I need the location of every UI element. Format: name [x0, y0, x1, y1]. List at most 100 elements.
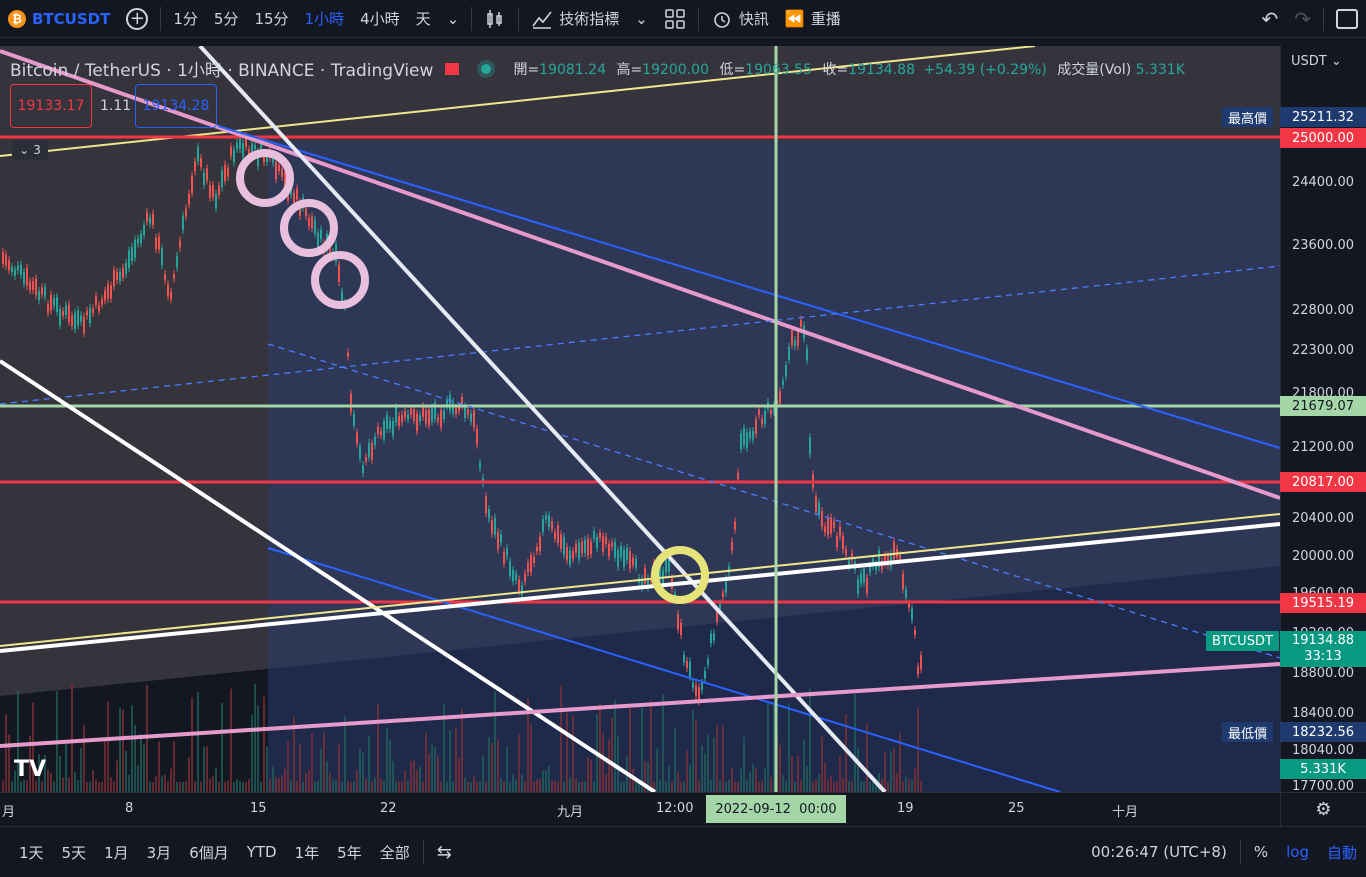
- candle-body: [710, 633, 712, 644]
- range-1d[interactable]: 1天: [19, 843, 44, 862]
- interval-1m[interactable]: 1分: [173, 10, 198, 28]
- volume-bar: [116, 760, 118, 792]
- symbol-title[interactable]: Bitcoin / TetherUS · 1小時 · BINANCE · Tra…: [10, 61, 434, 81]
- range-ytd[interactable]: YTD: [246, 843, 277, 861]
- candle-body: [461, 397, 463, 406]
- indicator-toggle[interactable]: ⌄ 3: [12, 140, 48, 160]
- candle-body: [548, 515, 550, 527]
- redo-button[interactable]: ↷: [1286, 0, 1319, 38]
- fullscreen-button[interactable]: [1328, 0, 1366, 38]
- volume-bar: [611, 717, 613, 792]
- time-tick: 19: [897, 801, 914, 816]
- volume-bar: [83, 724, 85, 792]
- volume-bar: [179, 781, 181, 792]
- price-axis[interactable]: USDT ⌄ 24400.00 23600.00 22800.00 22300.…: [1280, 46, 1366, 794]
- timezone-button[interactable]: 00:26:47 (UTC+8): [1091, 843, 1227, 861]
- interval-1d[interactable]: 天: [415, 10, 431, 28]
- interval-5m[interactable]: 5分: [213, 10, 239, 28]
- candle-body: [575, 543, 577, 553]
- volume-bar: [401, 781, 403, 792]
- axis-settings-button[interactable]: ⚙: [1280, 792, 1366, 826]
- candle-body: [479, 462, 481, 469]
- candle-body: [584, 539, 586, 553]
- layout-button[interactable]: [656, 0, 694, 38]
- blue-dashed-mid: [267, 343, 1280, 659]
- alert-button[interactable]: 快訊: [703, 0, 777, 38]
- volume-bar: [161, 775, 163, 792]
- auto-toggle[interactable]: 自動: [1326, 843, 1357, 862]
- volume-bar: [569, 777, 571, 792]
- chart-canvas[interactable]: TV: [0, 46, 1280, 792]
- volume-bar: [209, 778, 211, 792]
- goto-date-button[interactable]: ⇆: [428, 842, 461, 863]
- volume-bar: [908, 778, 910, 792]
- volume-bar: [305, 772, 307, 792]
- candle-body: [743, 428, 745, 446]
- time-axis[interactable]: 月 8 15 22 九月 12:00 2022-09-12 00:00 19 2…: [0, 792, 1280, 826]
- volume-bar: [275, 777, 277, 792]
- candle-body: [698, 686, 700, 702]
- candle-body: [863, 567, 865, 583]
- volume-bar: [77, 780, 79, 792]
- volume-bar: [680, 781, 682, 792]
- volume-bar: [338, 744, 340, 792]
- range-3m[interactable]: 3月: [146, 843, 172, 862]
- volume-bar: [518, 734, 520, 792]
- volume-bar: [734, 781, 736, 792]
- candle-body: [731, 541, 733, 551]
- range-5d[interactable]: 5天: [61, 843, 87, 862]
- low-label: 低: [719, 61, 734, 78]
- log-toggle[interactable]: log: [1286, 843, 1309, 861]
- candle-body: [902, 573, 904, 589]
- volume-bar: [272, 766, 274, 792]
- chart-pane[interactable]: TV 19133.17 1.11 19134.28 ⌄ 3: [0, 46, 1280, 792]
- volume-bar: [629, 707, 631, 792]
- ask-price-box[interactable]: 19134.28: [135, 84, 217, 128]
- indicators-button[interactable]: 技術指標: [523, 0, 627, 38]
- volume-bar: [881, 779, 883, 792]
- volume-bar: [41, 781, 43, 792]
- chevron-down-icon: ⌄: [446, 9, 460, 28]
- chart-type-button[interactable]: [476, 0, 514, 38]
- volume-label: 成交量(Vol): [1057, 61, 1132, 78]
- symbol-search[interactable]: ₿ BTCUSDT: [0, 0, 118, 38]
- range-1m[interactable]: 1月: [104, 843, 129, 862]
- candle-body: [95, 295, 97, 305]
- range-all[interactable]: 全部: [379, 843, 410, 862]
- volume-bar: [422, 781, 424, 792]
- interval-1h[interactable]: 1小時: [304, 10, 345, 28]
- range-6m[interactable]: 6個月: [189, 843, 229, 862]
- candle-body: [374, 436, 376, 445]
- candle-body: [263, 152, 265, 163]
- price-tick: 22800.00: [1291, 303, 1354, 318]
- indicators-dropdown[interactable]: ⌄: [627, 0, 656, 38]
- candle-body: [119, 271, 121, 281]
- candle-body: [341, 291, 343, 301]
- interval-15m[interactable]: 15分: [254, 10, 289, 28]
- volume-bar: [194, 781, 196, 792]
- redo-icon: ↷: [1294, 6, 1311, 31]
- undo-button[interactable]: ↶: [1253, 0, 1286, 38]
- interval-4h[interactable]: 4小時: [360, 10, 400, 28]
- candle-body: [221, 170, 223, 188]
- volume-bar: [872, 782, 874, 792]
- percent-toggle[interactable]: %: [1253, 843, 1269, 861]
- volume-bar: [764, 768, 766, 792]
- compare-button[interactable]: +: [118, 0, 156, 38]
- currency-selector[interactable]: USDT ⌄: [1291, 54, 1342, 69]
- range-1y[interactable]: 1年: [294, 843, 320, 862]
- candle-body: [770, 409, 772, 414]
- low-price-tag: 18232.56: [1280, 722, 1366, 742]
- volume-bar: [701, 745, 703, 792]
- candle-body: [329, 242, 331, 256]
- volume-bar: [848, 781, 850, 792]
- range-5y[interactable]: 5年: [337, 843, 362, 862]
- volume-bar: [185, 780, 187, 792]
- replay-button[interactable]: ⏪ 重播: [777, 0, 849, 38]
- candle-body: [491, 519, 493, 534]
- bid-price-box[interactable]: 19133.17: [10, 84, 92, 128]
- volume-bar: [173, 741, 175, 792]
- volume-bar: [287, 741, 289, 792]
- interval-dropdown[interactable]: ⌄: [439, 0, 468, 38]
- volume-bar: [356, 769, 358, 792]
